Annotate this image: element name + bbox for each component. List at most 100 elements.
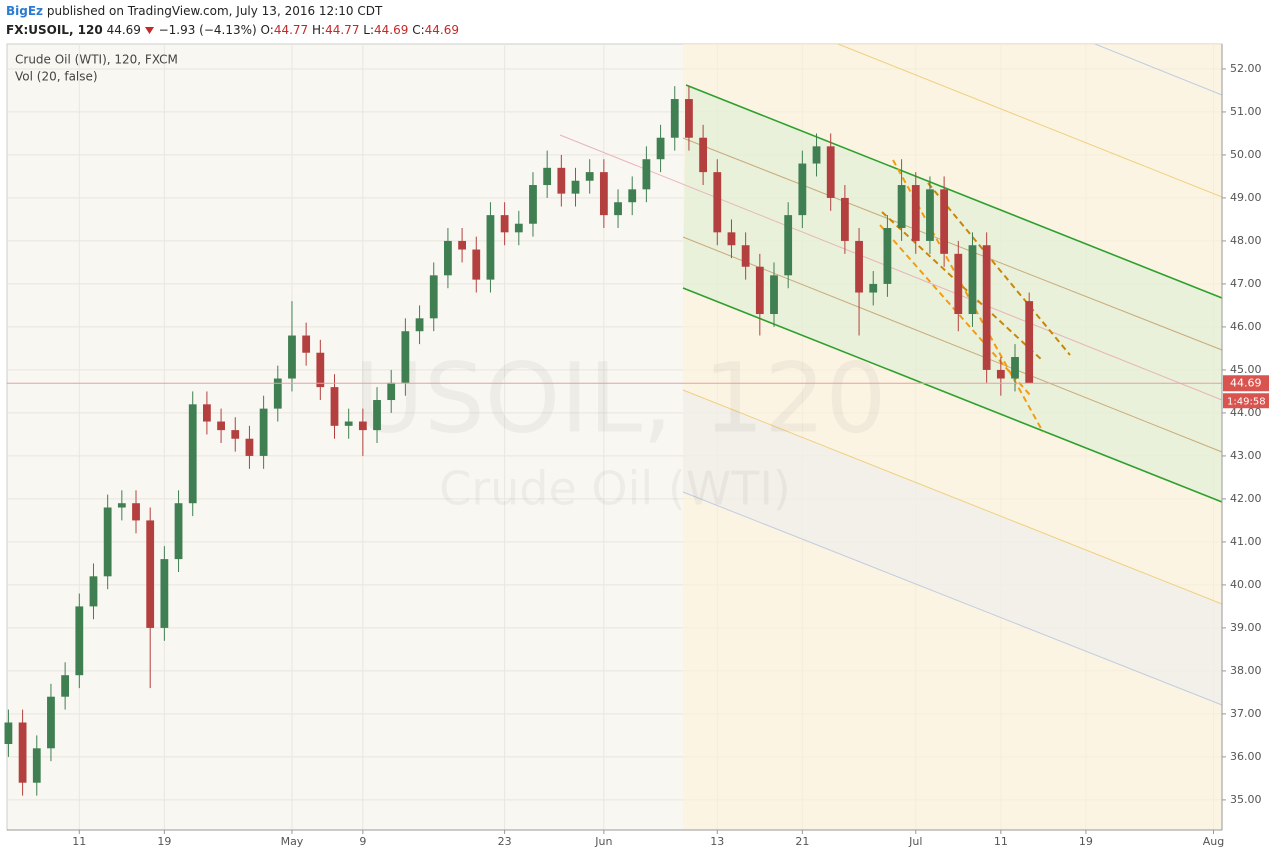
inner-line bbox=[682, 236, 1223, 453]
pitchfork bbox=[559, 43, 1223, 830]
ohlc-label: L: bbox=[363, 23, 375, 37]
candle-body bbox=[996, 369, 1005, 379]
candle-body bbox=[812, 146, 821, 164]
candle-body bbox=[897, 185, 906, 229]
candle-body bbox=[458, 240, 466, 250]
candle-body bbox=[401, 331, 410, 383]
ohlc-value: 44.69 bbox=[424, 23, 459, 37]
candle-body bbox=[713, 172, 722, 233]
candle-body bbox=[529, 185, 537, 224]
marks bbox=[4, 86, 1222, 796]
candle-body bbox=[146, 520, 155, 628]
x-tick-label: 19 bbox=[157, 835, 171, 848]
outer-line bbox=[682, 389, 1223, 605]
ohlc-label: O: bbox=[260, 23, 274, 37]
candle-body bbox=[387, 382, 396, 401]
candle-body bbox=[117, 503, 126, 508]
candle-body bbox=[245, 438, 254, 456]
candle-body bbox=[160, 559, 169, 628]
inner-line bbox=[682, 137, 1223, 351]
candle-body bbox=[444, 240, 452, 276]
ohlc-value: 44.77 bbox=[325, 23, 360, 37]
candle-body bbox=[273, 378, 282, 409]
candle-body bbox=[755, 266, 764, 315]
x-tick-label: 21 bbox=[795, 835, 809, 848]
trend-line bbox=[927, 182, 1071, 356]
y-tick-label: 43.00 bbox=[1230, 449, 1262, 462]
watermark: Crude Oil (WTI) bbox=[439, 462, 791, 516]
candle-body bbox=[89, 576, 98, 607]
candle-body bbox=[557, 167, 566, 194]
y-tick-label: 42.00 bbox=[1230, 492, 1262, 505]
y-tick-label: 52.00 bbox=[1230, 62, 1262, 75]
candle-body bbox=[302, 335, 311, 353]
candle-body bbox=[259, 408, 268, 456]
lower-line bbox=[682, 287, 1223, 503]
candle-body bbox=[174, 503, 183, 560]
x-tick-label: 19 bbox=[1079, 835, 1093, 848]
author[interactable]: BigEz bbox=[6, 4, 44, 18]
candle-body bbox=[47, 696, 55, 749]
candle-body bbox=[784, 215, 793, 276]
publish-line: BigEz published on TradingView.com, July… bbox=[6, 2, 459, 21]
candle-body bbox=[1025, 301, 1034, 384]
y-tick-label: 37.00 bbox=[1230, 707, 1262, 720]
x-tick-label: May bbox=[281, 835, 304, 848]
candle-body bbox=[770, 275, 778, 315]
x-tick-label: Jun bbox=[594, 835, 612, 848]
candle-body bbox=[699, 137, 708, 173]
ohlc: O:44.77 H:44.77 L:44.69 C:44.69 bbox=[261, 23, 459, 37]
outer-line bbox=[837, 43, 1223, 198]
candle-body bbox=[685, 99, 693, 138]
candle-body bbox=[486, 215, 495, 280]
candle-body bbox=[32, 748, 41, 783]
x-tick-label: Jul bbox=[908, 835, 922, 848]
candle-body bbox=[231, 430, 240, 439]
candle-body bbox=[599, 172, 608, 216]
candle-body bbox=[883, 228, 892, 284]
candle-body bbox=[741, 245, 750, 267]
y-tick-label: 46.00 bbox=[1230, 320, 1262, 333]
candle-body bbox=[472, 249, 481, 280]
candle-body bbox=[188, 404, 197, 504]
y-tick-label: 40.00 bbox=[1230, 578, 1262, 591]
candle-body bbox=[982, 245, 991, 370]
candle-body bbox=[727, 232, 736, 246]
trend-line bbox=[881, 211, 1043, 361]
candle-body bbox=[968, 245, 977, 315]
x-tick-label: 13 bbox=[710, 835, 724, 848]
candle-body bbox=[330, 387, 339, 426]
candle-body bbox=[656, 137, 665, 160]
x-tick-label: Aug bbox=[1203, 835, 1224, 848]
candle-body bbox=[855, 240, 863, 293]
candle-body bbox=[429, 275, 438, 319]
candle-body bbox=[543, 167, 552, 186]
candle-body bbox=[344, 421, 353, 426]
candle-body bbox=[61, 675, 70, 697]
far-line bbox=[682, 491, 1223, 706]
last: 44.69 bbox=[106, 23, 141, 37]
quote-line: FX:USOIL, 120 44.69 −1.93 (−4.13%) O:44.… bbox=[6, 21, 459, 40]
ohlc-label: C: bbox=[412, 23, 425, 37]
indicator-label: Vol (20, false) bbox=[15, 70, 98, 84]
x-axis bbox=[7, 830, 1222, 854]
candle-body bbox=[75, 606, 84, 676]
y-tick-label: 44.00 bbox=[1230, 406, 1262, 419]
far-line bbox=[1094, 43, 1223, 96]
published: published on TradingView.com, July 13, 2… bbox=[46, 4, 383, 18]
down-arrow bbox=[144, 27, 154, 34]
change: −1.93 (−4.13%) bbox=[158, 23, 257, 37]
candle-body bbox=[585, 172, 594, 181]
outer-fill bbox=[683, 390, 1222, 705]
last-price-label: 44.69 bbox=[1230, 376, 1262, 389]
candle-body bbox=[798, 163, 807, 216]
last-price-tag bbox=[1223, 375, 1269, 392]
candle-body bbox=[940, 189, 949, 254]
chart-title: Crude Oil (WTI), 120, FXCM bbox=[15, 53, 178, 67]
candle-body bbox=[670, 99, 679, 138]
candle-body bbox=[18, 722, 27, 783]
candle-body bbox=[840, 197, 849, 241]
candle-body bbox=[358, 421, 367, 431]
